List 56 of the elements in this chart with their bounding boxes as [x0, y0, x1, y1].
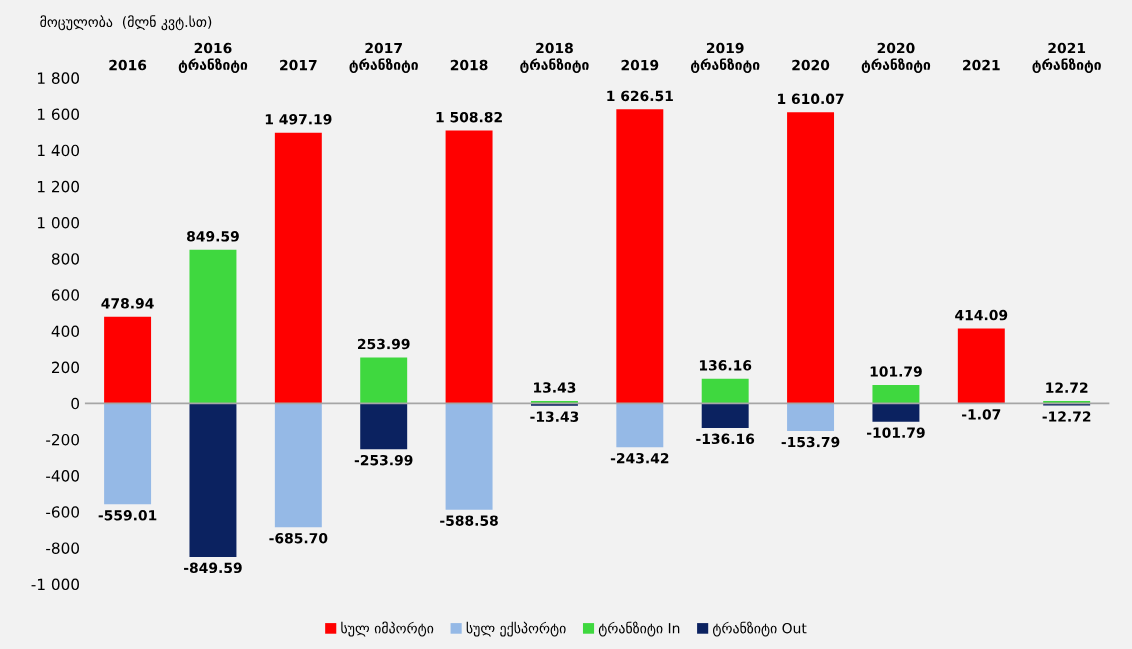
data-label: -1.07 [962, 409, 1001, 420]
data-label: -136.16 [696, 433, 755, 445]
x-tick-label: 2020 [792, 59, 830, 71]
x-tick-label: 2016 [109, 59, 147, 71]
x-tick-label: 2018 [450, 59, 488, 71]
data-label: -153.79 [781, 436, 840, 448]
legend-label: სულ ექსპორტი [466, 621, 566, 637]
y-tick-label: 400 [51, 325, 80, 338]
data-label: 414.09 [955, 309, 1008, 321]
x-tick-label: 2018 ტრანზიტი [520, 42, 589, 74]
data-label: -101.79 [867, 427, 925, 438]
y-tick-label: 1 800 [37, 72, 80, 84]
data-label: -243.42 [610, 452, 669, 464]
data-label: 136.16 [699, 360, 752, 371]
x-tick-label: 2016 ტრანზიტი [178, 42, 248, 74]
y-tick-label: 1 000 [37, 216, 80, 229]
x-tick-label: 2021 [963, 59, 1000, 71]
y-tick-label: -200 [46, 433, 80, 446]
y-tick-label: 200 [52, 361, 80, 374]
y-tick-label: -400 [46, 470, 80, 482]
data-label: -559.01 [98, 510, 157, 521]
y-tick-label: 600 [51, 289, 80, 301]
data-label: 253.99 [358, 338, 410, 350]
data-label: 478.94 [101, 298, 154, 309]
y-tick-label: -800 [46, 542, 80, 554]
y-tick-label: 1 600 [37, 108, 80, 121]
data-label: -12.72 [1042, 411, 1091, 422]
y-tick-label: -600 [46, 506, 80, 518]
data-label: 12.72 [1046, 382, 1088, 393]
data-label: 13.43 [534, 382, 576, 393]
y-tick-label: 1 400 [37, 144, 80, 157]
y-tick-label: -1 000 [31, 578, 80, 591]
x-tick-label: 2019 ტრანზიტი [690, 42, 760, 74]
x-tick-label: 2020 ტრანზიტი [861, 42, 931, 74]
data-label: 849.59 [187, 231, 239, 242]
data-label: 1 610.07 [778, 93, 844, 105]
legend-label: ტრანზიტი In [598, 621, 680, 637]
x-tick-label: 2017 [280, 59, 317, 71]
y-tick-label: 800 [51, 253, 80, 265]
x-tick-label: 2019 [621, 59, 659, 71]
legend-label: სულ იმპორტი [341, 621, 434, 637]
data-label: 1 497.19 [265, 114, 332, 125]
legend-label: ტრანზიტი Out [712, 621, 807, 637]
data-label: -685.70 [269, 532, 328, 544]
data-label: 101.79 [870, 366, 922, 377]
data-label: -588.58 [440, 515, 498, 526]
data-label: -13.43 [530, 411, 579, 422]
x-tick-label: 2021 ტრანზიტი [1032, 42, 1101, 74]
x-tick-label: 2017 ტრანზიტი [349, 42, 418, 74]
y-tick-label: 0 [71, 397, 80, 410]
y-axis-title: მოცულობა (მლნ კვტ.სთ) [40, 15, 212, 31]
data-label: 1 626.51 [607, 90, 673, 102]
data-label: 1 508.82 [436, 111, 502, 123]
data-label: -253.99 [354, 454, 413, 466]
data-label: -849.59 [184, 562, 242, 574]
y-tick-label: 1 200 [37, 180, 80, 193]
